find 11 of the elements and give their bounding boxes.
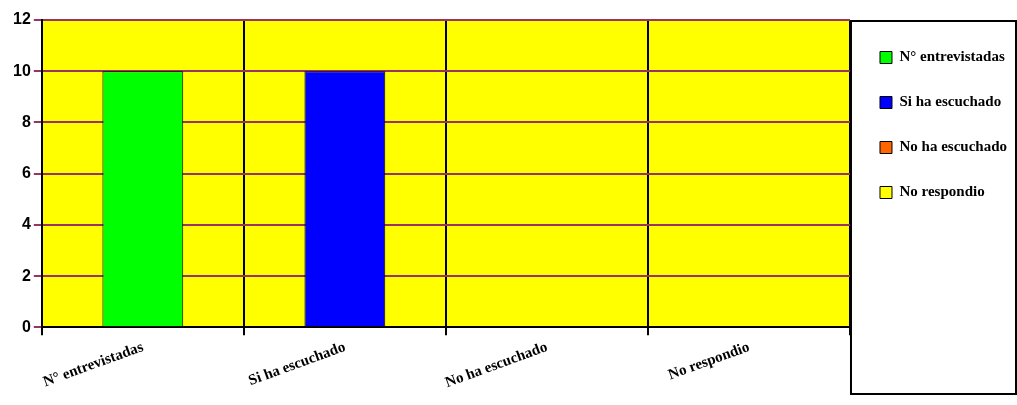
y-tick-label: 4 xyxy=(21,215,31,233)
legend-label: Si ha escuchado xyxy=(899,93,1002,110)
y-tick-label: 6 xyxy=(21,164,31,182)
legend-label: No respondio xyxy=(899,183,985,200)
legend-label: N° entrevistadas xyxy=(899,48,1005,65)
y-tick-label: 8 xyxy=(21,112,31,130)
y-tick-label: 10 xyxy=(13,61,31,79)
y-tick-label: 0 xyxy=(21,317,31,335)
y-tick-label: 12 xyxy=(13,10,31,28)
legend-label: No ha escuchado xyxy=(899,138,1007,155)
y-tick-label: 2 xyxy=(21,266,31,284)
